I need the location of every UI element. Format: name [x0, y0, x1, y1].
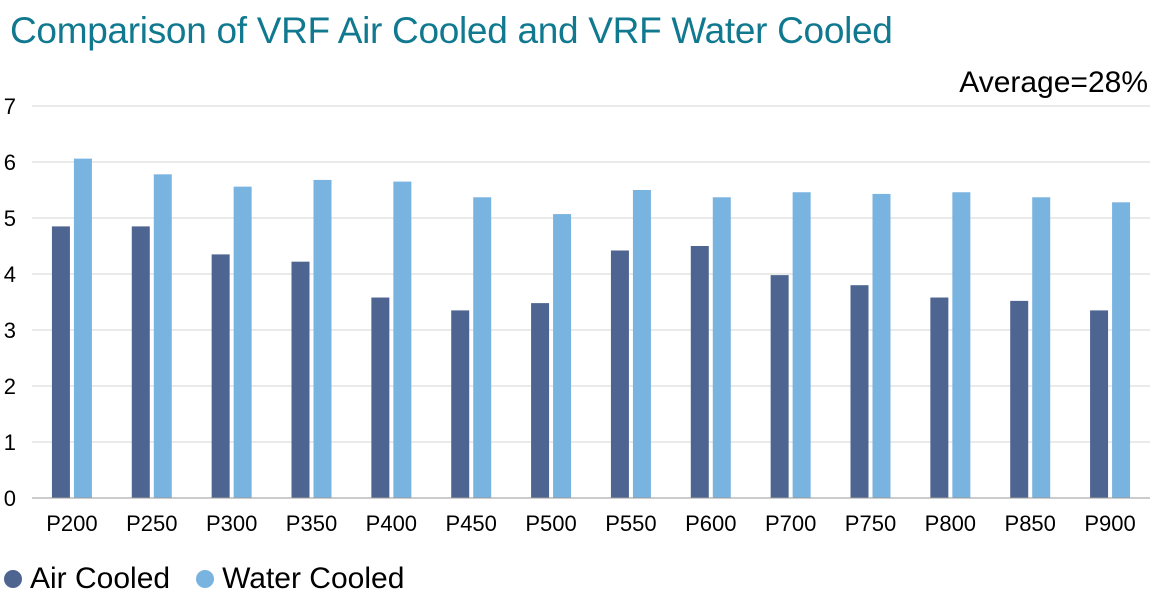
x-tick-label: P800	[925, 511, 976, 536]
bar-water-cooled-p400	[393, 181, 412, 498]
bar-air-cooled-p500	[531, 303, 550, 498]
bar-water-cooled-p600	[712, 197, 731, 498]
bar-air-cooled-p200	[51, 226, 70, 498]
y-tick-label: 6	[4, 150, 16, 175]
x-axis-ticks: P200 P250 P300 P350 P400 P450 P500 P550 P600 P700…	[46, 511, 1136, 536]
legend-item-water-cooled: Water Cooled	[196, 562, 404, 596]
bar-water-cooled-p900	[1112, 202, 1131, 498]
bar-air-cooled-p700	[770, 275, 789, 498]
y-tick-label: 4	[4, 262, 16, 287]
bar-water-cooled-p750	[872, 193, 891, 499]
y-tick-label: 1	[4, 430, 16, 455]
bar-air-cooled-p300	[211, 254, 230, 498]
x-tick-label: P500	[525, 511, 576, 536]
bar-air-cooled-p850	[1010, 300, 1029, 498]
bar-water-cooled-p350	[313, 179, 332, 499]
x-tick-label: P250	[126, 511, 177, 536]
bar-air-cooled-p400	[371, 297, 390, 498]
x-tick-label: P400	[366, 511, 417, 536]
y-tick-label: 0	[4, 486, 16, 511]
bar-air-cooled-p550	[610, 250, 629, 498]
bar-water-cooled-p500	[553, 214, 572, 498]
average-annotation: Average=28%	[959, 66, 1148, 99]
legend-label-air-cooled: Air Cooled	[30, 562, 171, 595]
legend: Air Cooled Water Cooled	[4, 562, 430, 596]
bars	[51, 158, 1131, 499]
legend-swatch-air-cooled	[4, 570, 22, 588]
x-tick-label: P700	[765, 511, 816, 536]
bar-air-cooled-p600	[690, 246, 709, 498]
gridlines	[32, 105, 1150, 443]
bar-water-cooled-p250	[153, 174, 172, 498]
bar-air-cooled-p250	[131, 226, 150, 498]
legend-label-water-cooled: Water Cooled	[222, 562, 405, 595]
bar-water-cooled-p850	[1032, 197, 1051, 498]
y-tick-label: 5	[4, 206, 16, 231]
bar-air-cooled-p800	[930, 297, 949, 498]
x-tick-label: P300	[206, 511, 257, 536]
y-axis-ticks: 0 1 2 3 4 5 6 7	[4, 94, 16, 511]
bar-air-cooled-p900	[1090, 310, 1109, 498]
bar-air-cooled-p750	[850, 285, 869, 498]
x-tick-label: P600	[685, 511, 736, 536]
bar-water-cooled-p200	[73, 158, 92, 498]
x-tick-label: P550	[605, 511, 656, 536]
x-tick-label: P900	[1084, 511, 1135, 536]
y-tick-label: 7	[4, 94, 16, 119]
legend-swatch-water-cooled	[196, 570, 215, 588]
bar-water-cooled-p450	[473, 197, 492, 498]
legend-item-air-cooled: Air Cooled	[4, 562, 170, 596]
y-tick-label: 3	[4, 318, 16, 343]
x-tick-label: P350	[286, 511, 337, 536]
bar-chart: 0 1 2 3 4 5 6 7 P200 P250 P300 P350 P400 P450 P500 P55…	[4, 94, 1150, 536]
bar-air-cooled-p350	[291, 261, 310, 498]
x-tick-label: P450	[446, 511, 497, 536]
bar-air-cooled-p450	[451, 310, 470, 498]
bar-water-cooled-p550	[632, 190, 651, 498]
bar-water-cooled-p800	[952, 192, 971, 499]
x-tick-label: P750	[845, 511, 896, 536]
chart-title: Comparison of VRF Air Cooled and VRF Wat…	[10, 10, 893, 51]
bar-water-cooled-p300	[233, 186, 252, 498]
x-tick-label: P200	[46, 511, 97, 536]
x-tick-label: P850	[1005, 511, 1056, 536]
bar-water-cooled-p700	[792, 192, 811, 499]
y-tick-label: 2	[4, 374, 16, 399]
